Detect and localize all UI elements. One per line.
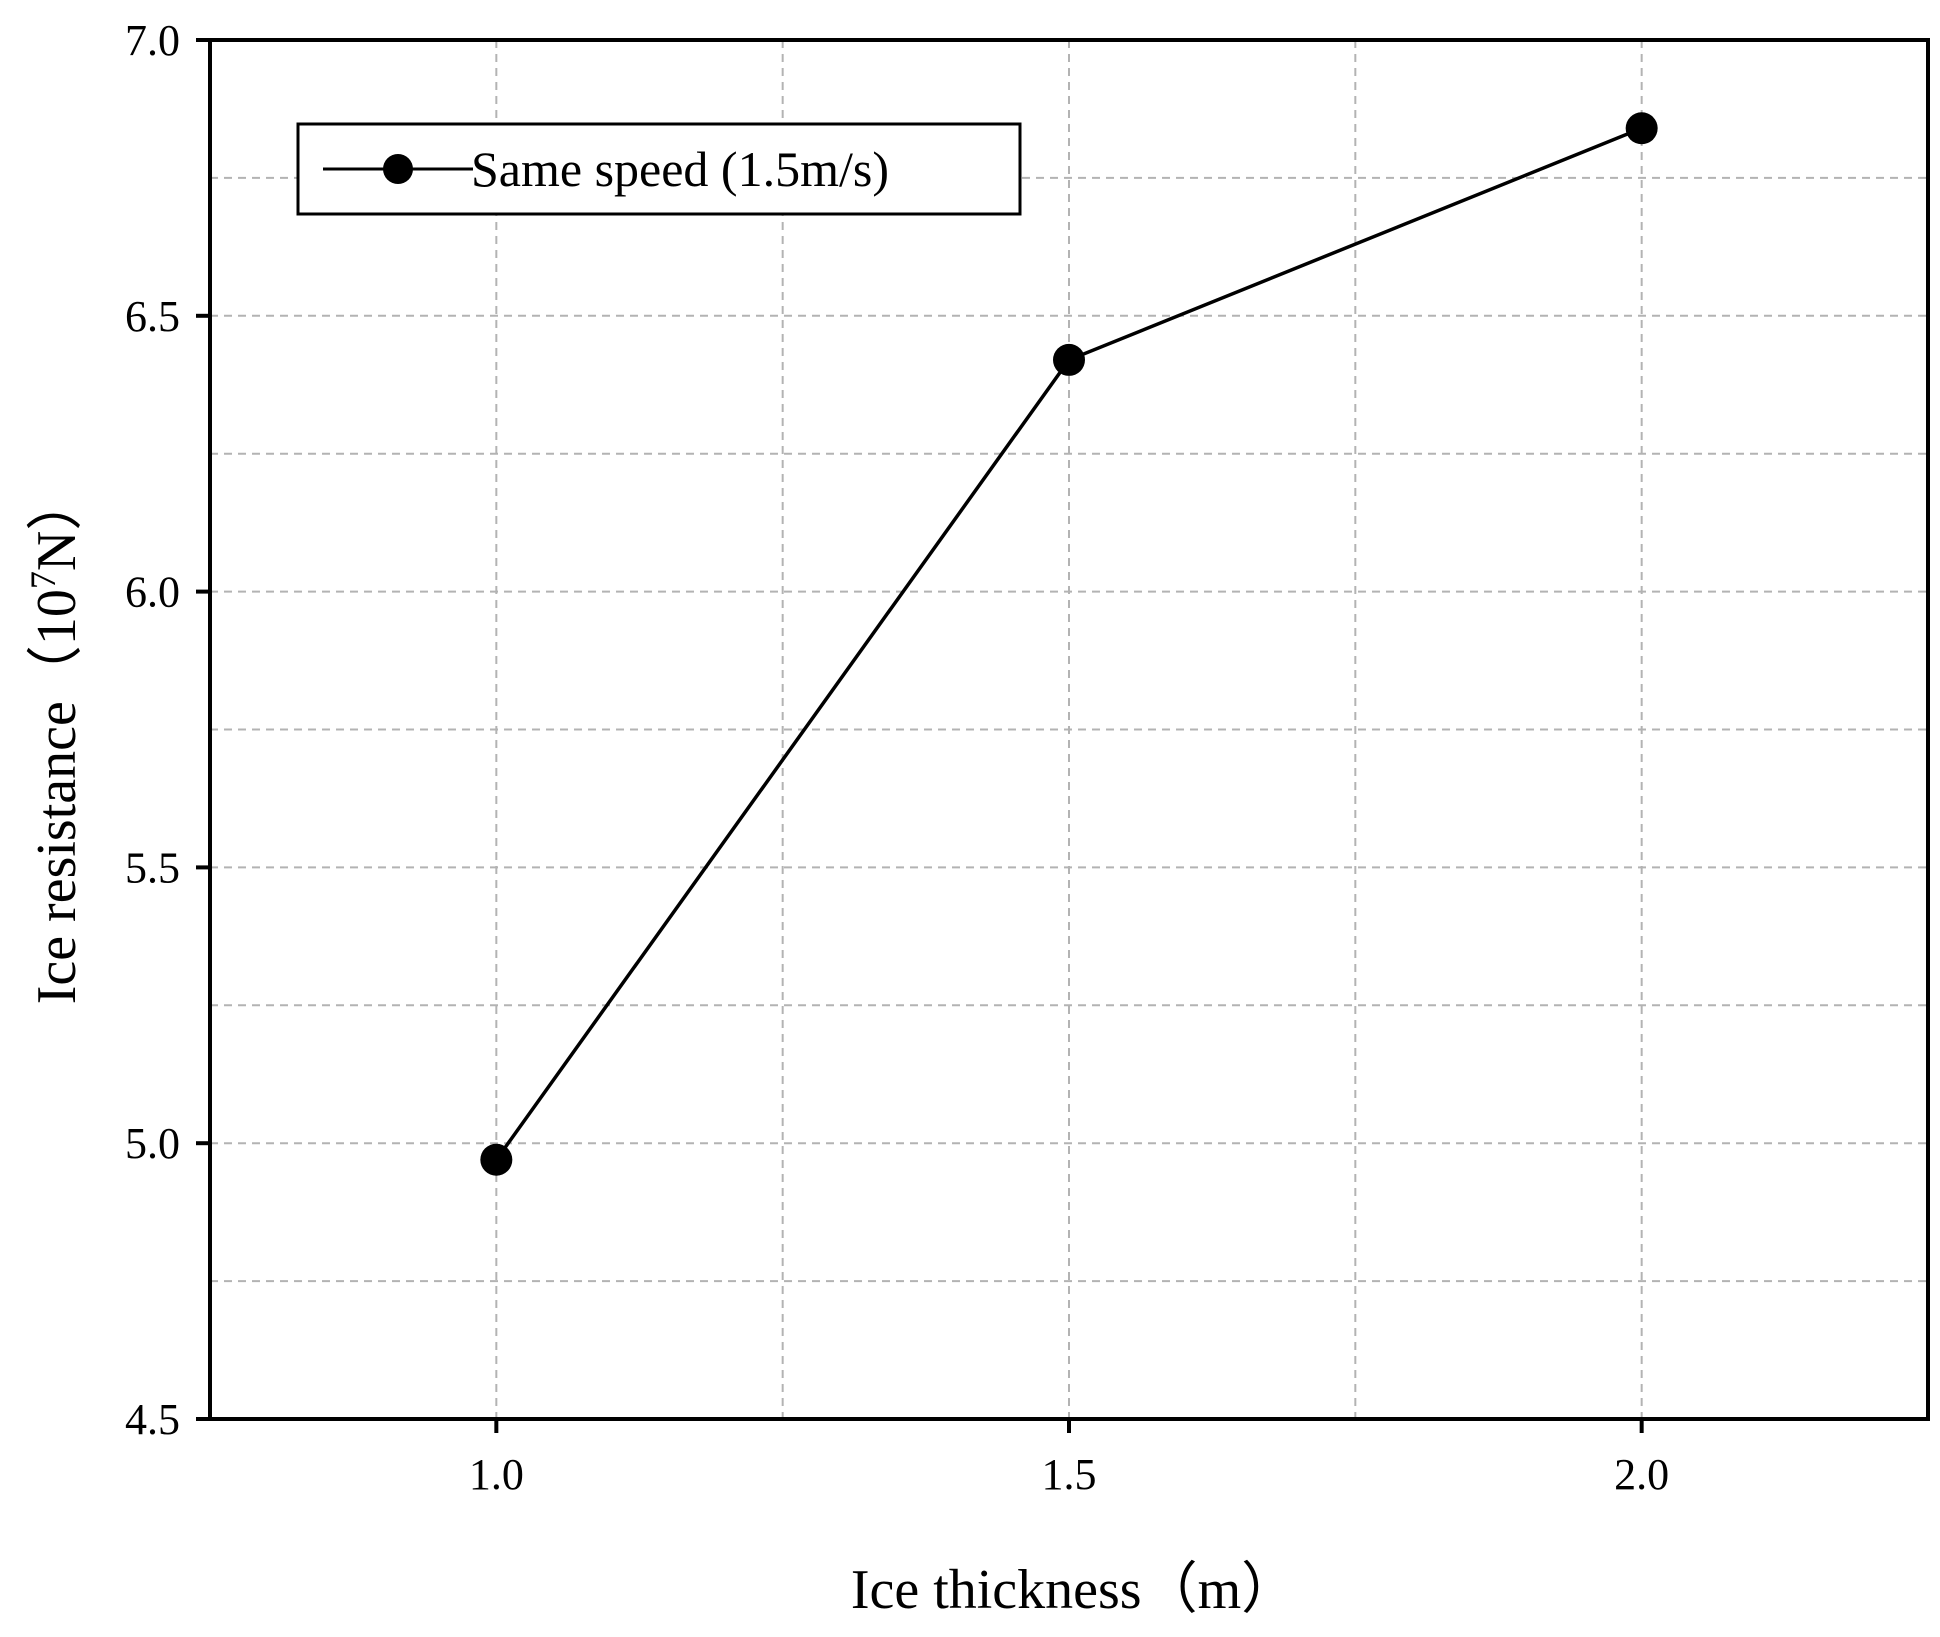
legend-label: Same speed (1.5m/s) [471, 141, 889, 197]
y-tick-label: 6.5 [125, 292, 180, 341]
legend-marker [383, 154, 413, 184]
data-point [480, 1143, 513, 1176]
y-axis-title-main: Ice resistance（10 [26, 589, 88, 1004]
y-tick-label: 5.5 [125, 843, 180, 892]
x-tick-label: 1.0 [469, 1450, 524, 1499]
y-tick-label: 5.0 [125, 1119, 180, 1168]
y-axis-title: Ice resistance（107N） [23, 475, 88, 1005]
legend: Same speed (1.5m/s) [296, 122, 1022, 216]
x-tick-label: 2.0 [1614, 1450, 1669, 1499]
x-axis-title: Ice thickness（m） [851, 1559, 1297, 1621]
data-point [1625, 112, 1658, 145]
y-tick-label: 6.0 [125, 568, 180, 617]
data-point [1053, 343, 1085, 376]
y-tick-label: 7.0 [125, 16, 180, 65]
series-layer [480, 112, 1658, 1176]
y-tick-label: 4.5 [125, 1395, 180, 1444]
grid-lines [210, 40, 1928, 1419]
y-axis-title-tail: N） [26, 475, 88, 571]
y-axis-title-superscript: 7 [23, 571, 63, 589]
x-tick-label: 1.5 [1042, 1450, 1097, 1499]
axis-ticks: 1.0 1.5 2.0 4.5 5.0 5.5 6.0 6.5 7.0 [125, 16, 1669, 1499]
